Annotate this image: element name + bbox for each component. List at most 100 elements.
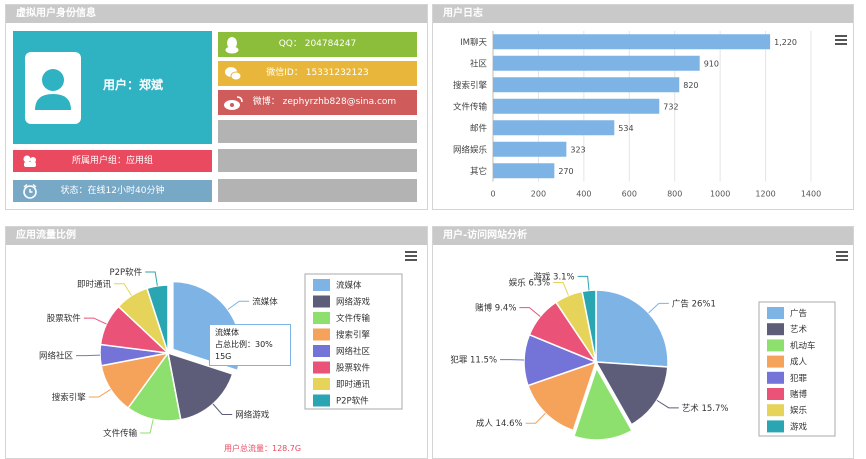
pie-slice[interactable] (126, 351, 182, 422)
legend-label[interactable]: 游戏 (790, 421, 808, 432)
label-connector (553, 282, 569, 296)
label-connector (577, 275, 590, 291)
slice-label: 网络社区 (39, 351, 74, 362)
bar[interactable] (493, 163, 555, 179)
chart-menu-icon[interactable] (405, 251, 417, 261)
legend-label[interactable]: 网络社区 (336, 346, 371, 357)
weibo-contact: 微博： zephyrzhb828@sina.com (218, 90, 417, 115)
identity-panel-title: 虚拟用户身份信息 (6, 5, 427, 23)
pie-slice[interactable] (594, 361, 669, 426)
pie-slice[interactable] (146, 284, 169, 354)
chart-menu-icon[interactable] (835, 35, 847, 45)
category-label: 邮件 (470, 123, 488, 134)
x-tick-label: 1200 (755, 190, 775, 199)
visit-panel-title: 用户-访问网站分析 (433, 227, 853, 245)
log-panel-title: 用户日志 (433, 5, 853, 23)
legend-label[interactable]: 广告 (790, 308, 807, 319)
bar[interactable] (493, 120, 615, 136)
legend-label[interactable]: 机动车 (790, 340, 816, 351)
legend-label[interactable]: P2P软件 (336, 396, 369, 407)
status-badge: 状态：在线12小时40分钟 (13, 180, 212, 202)
legend-swatch[interactable] (767, 420, 784, 433)
identity-panel: 虚拟用户身份信息 用户：郑斌 所属用户组：应用组 状态：在线12小时40分钟 Q… (5, 4, 428, 210)
label-connector (145, 271, 158, 286)
user-icon (35, 69, 71, 110)
empty-tile-1 (218, 120, 417, 143)
slice-label: 赌博 9.4% (475, 303, 516, 314)
qq-icon (225, 37, 239, 54)
legend-label[interactable]: 即时通讯 (336, 379, 371, 390)
legend-swatch[interactable] (313, 345, 330, 357)
legend-label[interactable]: 艺术 (790, 324, 808, 335)
log-panel: 用户日志 0 200 400 600 800 1000 1200 1400 IM聊天 1,220 社… (432, 4, 854, 210)
label-connector (114, 283, 132, 296)
legend-swatch[interactable] (767, 388, 784, 400)
legend-swatch[interactable] (767, 404, 784, 417)
x-tick-label: 1400 (801, 190, 821, 199)
bar[interactable] (493, 141, 567, 157)
legend-label[interactable]: 股票软件 (336, 363, 371, 374)
legend-swatch[interactable] (313, 312, 330, 324)
wechat-icon (225, 67, 242, 81)
avatar (25, 52, 81, 124)
pie-slice[interactable] (595, 289, 669, 368)
qq-label: QQ： 204784247 (278, 39, 357, 49)
qq-contact: QQ： 204784247 (218, 32, 417, 57)
bar[interactable] (493, 34, 771, 50)
legend-label[interactable]: 网络游戏 (336, 297, 371, 308)
legend-swatch[interactable] (767, 307, 784, 319)
bar[interactable] (493, 77, 680, 93)
legend-swatch[interactable] (767, 371, 784, 384)
category-label: IM聊天 (460, 37, 487, 48)
label-connector (525, 412, 546, 424)
legend-label[interactable]: 犯罪 (790, 373, 808, 384)
wechat-contact: 微信ID： 15331232123 (218, 61, 417, 86)
bar-value-label: 910 (704, 59, 719, 68)
legend-swatch[interactable] (313, 295, 330, 308)
user-group-badge: 所属用户组：应用组 (13, 150, 212, 172)
category-label: 其它 (470, 166, 487, 177)
legend-swatch[interactable] (313, 378, 330, 390)
bar[interactable] (493, 55, 700, 71)
total-traffic-label: 用户总流量：128.7G (224, 444, 302, 453)
label-connector (83, 317, 107, 325)
tooltip-line1: 占总比例：30% (215, 340, 273, 349)
legend-label[interactable]: 流媒体 (336, 280, 362, 291)
pie-slice[interactable] (167, 351, 234, 421)
legend-label[interactable]: 文件传输 (336, 313, 371, 324)
x-tick-label: 800 (667, 190, 682, 199)
slice-label: 犯罪 11.5% (450, 355, 497, 366)
traffic-pie-chart: 流媒体网络游戏文件传输搜索引擎网络社区股票软件即时通讯P2P软件流媒体网络游戏文… (39, 267, 403, 439)
legend-swatch[interactable] (313, 328, 330, 341)
pie-slice[interactable] (572, 366, 634, 441)
weibo-icon (224, 96, 243, 110)
slice-label: 成人 14.6% (476, 418, 523, 429)
label-connector (140, 419, 154, 434)
legend-label[interactable]: 成人 (790, 357, 808, 368)
label-connector (88, 389, 111, 398)
legend-swatch[interactable] (767, 355, 784, 368)
empty-tile-2 (218, 149, 417, 172)
visit-panel: 用户-访问网站分析 广告 26%1 艺术 15.7% 成人 14.6% 犯罪 11.5… (432, 226, 854, 459)
alarm-clock-icon (23, 183, 37, 199)
traffic-panel-title: 应用流量比例 (6, 227, 427, 245)
legend-swatch[interactable] (313, 361, 330, 374)
bar[interactable] (493, 98, 660, 114)
label-connector (519, 307, 541, 317)
bar-value-label: 820 (683, 81, 698, 90)
chart-menu-icon[interactable] (836, 251, 848, 261)
legend-swatch[interactable] (313, 394, 330, 407)
visit-pie-chart: 广告 26%1 艺术 15.7% 成人 14.6% 犯罪 11.5% 赌博 9.4% 娱乐… (450, 271, 836, 441)
legend-swatch[interactable] (313, 279, 330, 291)
x-tick-label: 600 (622, 190, 637, 199)
bar-value-label: 323 (570, 145, 585, 154)
legend-swatch[interactable] (767, 339, 784, 352)
legend-label[interactable]: 娱乐 (790, 405, 808, 416)
legend-swatch[interactable] (767, 323, 784, 336)
category-label: 搜索引擎 (453, 80, 488, 91)
label-connector (648, 302, 669, 314)
label-connector (212, 403, 233, 416)
slice-label: P2P软件 (110, 267, 143, 278)
legend-label[interactable]: 搜索引擎 (336, 330, 371, 341)
legend-label[interactable]: 赌博 (790, 389, 808, 400)
